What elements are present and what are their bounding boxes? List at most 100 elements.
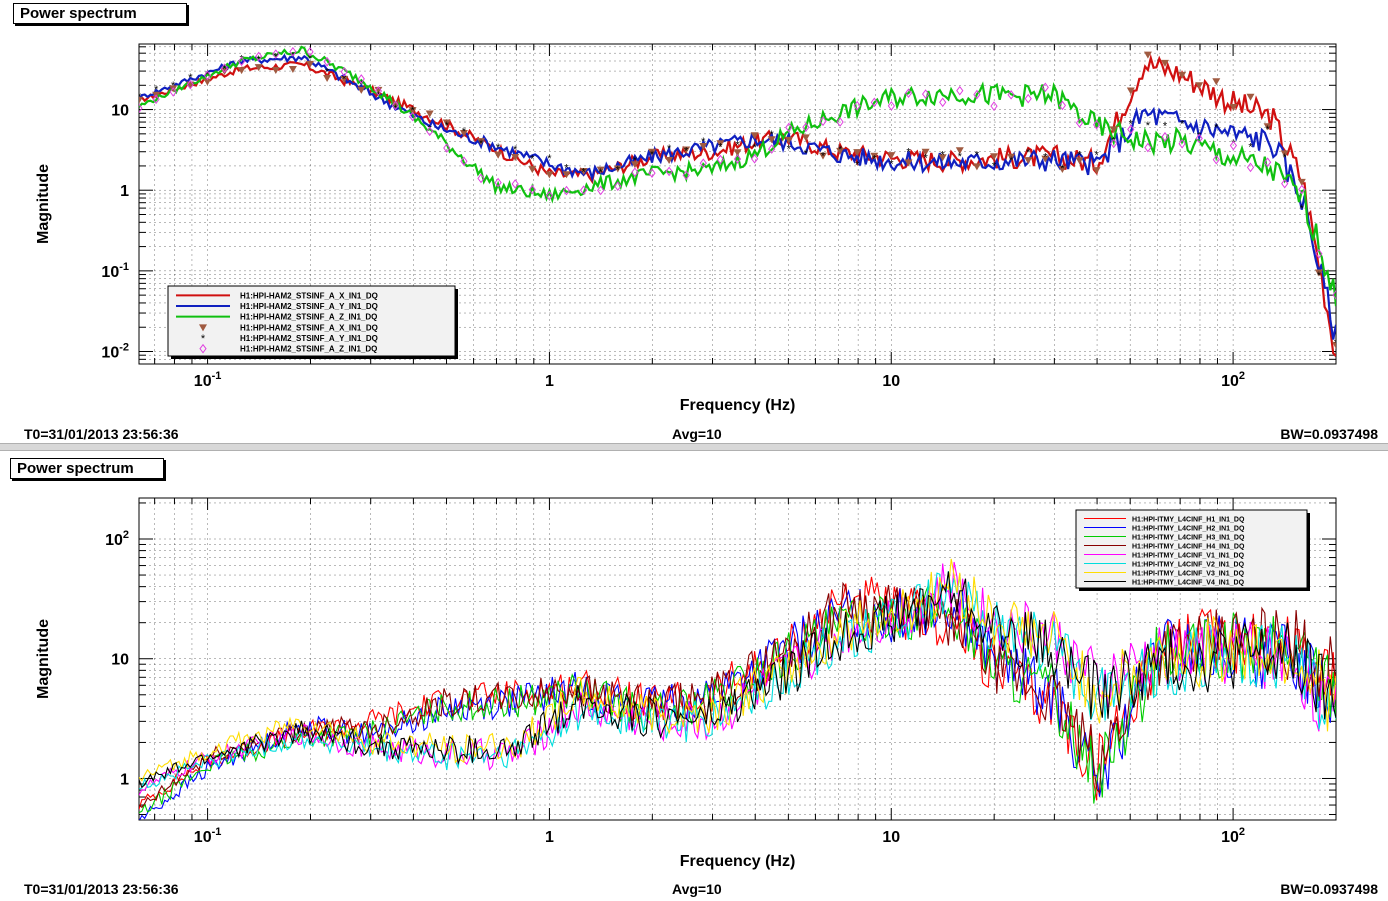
- series-marker: *: [376, 90, 381, 102]
- series-marker: [391, 101, 400, 109]
- y-tick-label: 10: [111, 652, 129, 669]
- series-marker: [1092, 167, 1101, 175]
- series-line: [139, 571, 1336, 790]
- series-marker: [614, 181, 622, 192]
- series-marker: [545, 171, 554, 179]
- y-tick-label: 10-2: [101, 342, 129, 362]
- series-marker: *: [838, 144, 843, 156]
- panel-title: Power spectrum: [13, 3, 187, 24]
- series-line: [139, 571, 1336, 789]
- series-marker: [596, 166, 605, 174]
- x-axis-label: Frequency (Hz): [680, 853, 796, 870]
- series-marker: *: [462, 126, 467, 138]
- series-marker: [425, 110, 434, 118]
- y-tick-label: 10: [111, 103, 129, 120]
- series-marker: [1280, 150, 1289, 158]
- series-marker: [955, 147, 964, 155]
- series-marker: [1212, 78, 1221, 86]
- y-tick-label: 10-1: [101, 261, 129, 281]
- series-marker: [1263, 123, 1272, 131]
- series-marker: [1007, 153, 1016, 161]
- series-marker: [139, 103, 143, 114]
- footer-bw: BW=0.0937498: [1280, 881, 1378, 897]
- series-marker: [682, 146, 691, 154]
- series-marker: [699, 143, 708, 151]
- series-marker: [1314, 269, 1323, 277]
- series-marker: *: [616, 164, 621, 176]
- series-marker: [1024, 93, 1032, 104]
- legend-label: H1:HPI-HAM2_STSINF_A_Y_IN1_DQ: [240, 334, 378, 343]
- series-marker: [1041, 82, 1049, 93]
- series-marker: [459, 129, 468, 137]
- series-marker: *: [599, 167, 604, 179]
- series-marker: *: [804, 148, 809, 160]
- series-marker: [374, 86, 383, 96]
- series-marker: [391, 100, 400, 111]
- series-marker: *: [1060, 163, 1065, 175]
- legend-label: H1:HPI-ITMY_L4CINF_V1_IN1_DQ: [1132, 553, 1245, 560]
- series-marker: [733, 149, 742, 157]
- legend-label: H1:HPI-ITMY_L4CINF_V4_IN1_DQ: [1132, 580, 1245, 587]
- series-marker: *: [1026, 147, 1031, 159]
- series-marker: [288, 65, 297, 73]
- panel-divider[interactable]: [0, 443, 1388, 451]
- series-marker: [139, 96, 143, 104]
- series-marker: *: [1094, 150, 1099, 162]
- series-marker: [802, 122, 810, 133]
- series-marker: *: [1265, 124, 1270, 136]
- series-marker: *: [770, 129, 775, 141]
- series-marker: *: [958, 151, 963, 163]
- series-marker: *: [188, 72, 193, 84]
- series-marker: [237, 56, 246, 67]
- series-line: [139, 53, 1336, 340]
- series-marker: [545, 190, 554, 201]
- series-marker: *: [855, 159, 860, 171]
- series-marker: [306, 46, 314, 57]
- series-marker: [682, 170, 690, 181]
- series-marker: [990, 101, 998, 111]
- series-marker: [973, 89, 981, 100]
- y-tick-label: 1: [120, 771, 129, 788]
- legend-swatch: [199, 343, 207, 354]
- series-marker: [1229, 140, 1238, 151]
- footer-avg: Avg=10: [672, 881, 722, 897]
- series-line: [139, 561, 1336, 796]
- series-marker: [408, 107, 417, 115]
- series-marker: *: [513, 144, 518, 156]
- series-marker: [1110, 138, 1118, 149]
- series-marker: [1229, 104, 1238, 112]
- series-marker: *: [684, 146, 689, 158]
- series-marker: [579, 168, 588, 176]
- series-marker: [1212, 154, 1220, 165]
- series-marker: [1092, 119, 1101, 130]
- footer-bw: BW=0.0937498: [1280, 426, 1378, 442]
- series-marker: *: [1129, 118, 1134, 130]
- series-marker: *: [154, 84, 159, 96]
- y-axis-label: Magnitude: [35, 164, 52, 244]
- series-marker: [1332, 341, 1336, 349]
- series-marker: *: [923, 152, 928, 164]
- series-marker: [169, 87, 177, 97]
- series-marker: *: [941, 149, 946, 161]
- series-marker: [1109, 126, 1118, 134]
- series-marker: [1315, 248, 1323, 259]
- x-tick-label: 102: [1221, 826, 1245, 846]
- series-marker: [921, 148, 930, 156]
- series-marker: *: [1146, 120, 1151, 132]
- series-marker: *: [171, 80, 176, 92]
- series-marker: *: [735, 140, 740, 152]
- x-tick-label: 10: [882, 373, 900, 390]
- legend-label: H1:HPI-HAM2_STSINF_A_Z_IN1_DQ: [240, 345, 377, 354]
- series-marker: [272, 49, 280, 59]
- series-marker: *: [325, 66, 330, 78]
- series-marker: *: [1009, 155, 1014, 167]
- series-marker: [152, 94, 160, 105]
- series-marker: [340, 66, 348, 77]
- series-marker: *: [547, 153, 552, 165]
- series-marker: [1281, 178, 1289, 189]
- legend-swatch: *: [201, 333, 206, 345]
- series-marker: *: [1283, 152, 1288, 164]
- series-marker: [801, 134, 810, 142]
- series-marker: [836, 117, 844, 127]
- series-marker: *: [445, 120, 450, 132]
